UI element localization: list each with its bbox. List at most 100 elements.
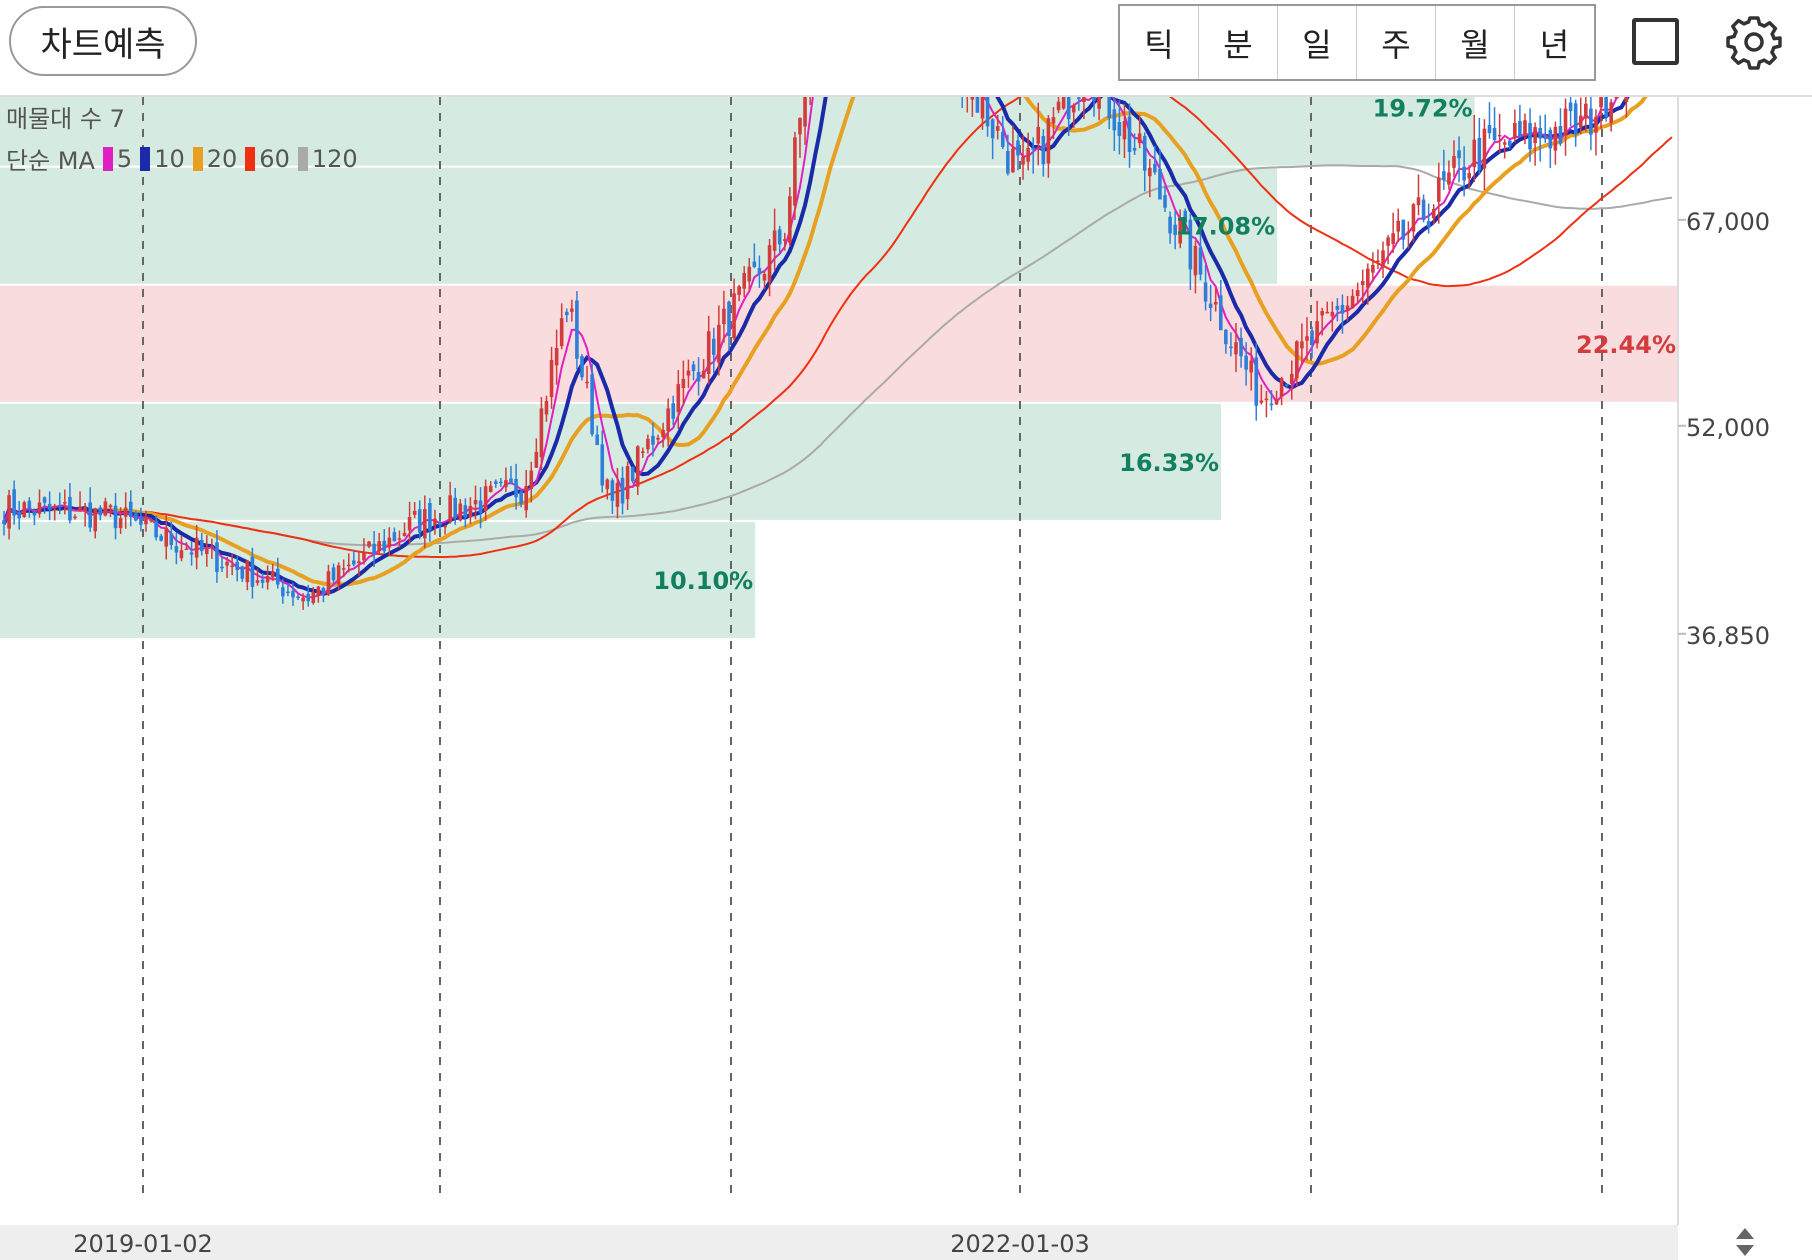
- candle-body: [1421, 199, 1426, 220]
- candle-body: [605, 479, 610, 490]
- candle-body: [1203, 282, 1208, 302]
- candle-body: [245, 560, 250, 583]
- candle-body: [12, 489, 16, 516]
- candle-body: [1320, 311, 1324, 316]
- candle-body: [554, 347, 559, 366]
- candle-body: [1457, 150, 1461, 159]
- candle-body: [1163, 195, 1167, 208]
- candle-body: [1507, 140, 1512, 146]
- y-tick-label: 52,000: [1686, 414, 1770, 442]
- candle-body: [1553, 126, 1558, 151]
- candle-body: [184, 548, 189, 551]
- candle-body: [1355, 290, 1360, 297]
- candle-body: [463, 505, 468, 518]
- candle-body: [585, 381, 589, 384]
- candle-body: [727, 301, 731, 337]
- candle-body: [752, 261, 757, 268]
- candlestick-chart[interactable]: 0.94%13.38%19.72%17.08%22.44%16.33%10.10…: [0, 97, 1812, 1260]
- candle-body: [564, 311, 569, 316]
- candle-body: [600, 444, 605, 486]
- period-year-button[interactable]: 년: [1539, 25, 1570, 64]
- candle-body: [7, 495, 11, 529]
- candle-body: [483, 486, 488, 512]
- candle-body: [346, 564, 351, 567]
- candle-body: [250, 556, 255, 587]
- volume-profile-band: [0, 167, 1278, 284]
- candle-body: [372, 543, 376, 554]
- candle-body: [1604, 97, 1608, 117]
- candle-body: [742, 273, 747, 289]
- candle-body: [1066, 97, 1071, 120]
- candle-body: [757, 268, 762, 275]
- y-tick-label: 36,850: [1686, 622, 1770, 650]
- candle-body: [139, 517, 143, 525]
- candle-body: [732, 293, 736, 339]
- candle-body: [225, 561, 229, 566]
- candle-body: [215, 542, 219, 573]
- candle-body: [798, 118, 802, 135]
- period-minute-button[interactable]: 분: [1199, 6, 1278, 79]
- candle-body: [128, 501, 133, 518]
- candle-body: [473, 499, 478, 505]
- candle-body: [1502, 142, 1507, 145]
- candle-body: [590, 374, 594, 435]
- period-day-button[interactable]: 일: [1278, 6, 1357, 79]
- candle-body: [711, 338, 716, 355]
- candle-body: [1568, 102, 1573, 112]
- candle-body: [1315, 321, 1319, 344]
- candle-body: [625, 466, 630, 500]
- candle-body: [529, 470, 534, 489]
- candle-body: [1289, 373, 1294, 384]
- chart-predict-button[interactable]: 차트예측: [9, 6, 197, 76]
- candle-body: [1497, 134, 1502, 137]
- scroll-handle-icon[interactable]: [1734, 1226, 1756, 1258]
- candle-body: [641, 451, 645, 453]
- candle-body: [509, 478, 513, 484]
- candle-body: [1244, 355, 1248, 370]
- candle-body: [717, 324, 721, 363]
- candle-body: [1624, 97, 1629, 103]
- candle-body: [83, 507, 87, 512]
- candle-body: [1193, 245, 1198, 276]
- fullscreen-icon[interactable]: [1632, 18, 1679, 65]
- candle-body: [985, 97, 990, 127]
- period-week-button[interactable]: 주: [1357, 6, 1436, 79]
- candle-body: [1295, 341, 1299, 379]
- candle-body: [134, 513, 138, 521]
- candle-body: [22, 502, 27, 518]
- volume-profile-percent-label: 19.72%: [1373, 97, 1473, 123]
- candle-body: [1056, 101, 1061, 111]
- candle-body: [1487, 124, 1492, 134]
- gear-icon[interactable]: [1726, 14, 1782, 70]
- candle-body: [438, 522, 442, 525]
- period-tick-button[interactable]: 틱: [1120, 6, 1199, 79]
- period-month-button[interactable]: 월: [1436, 6, 1515, 79]
- candle-body: [519, 491, 523, 505]
- ma60-swatch: [245, 146, 256, 171]
- candle-body: [377, 541, 381, 552]
- candle-body: [1558, 126, 1563, 144]
- candle-body: [204, 548, 209, 555]
- candle-body: [1401, 219, 1406, 240]
- ma120-swatch: [297, 146, 308, 171]
- candle-body: [1599, 97, 1603, 108]
- candle-body: [1467, 173, 1472, 179]
- candle-body: [651, 435, 655, 445]
- candle-body: [321, 587, 326, 594]
- candle-body: [88, 502, 92, 528]
- candle-body: [671, 403, 676, 419]
- candle-body: [336, 565, 341, 585]
- candle-body: [1208, 303, 1213, 309]
- candle-body: [646, 438, 650, 450]
- ma5-label: 5: [116, 144, 133, 173]
- candle-body: [443, 525, 447, 528]
- candle-body: [1614, 97, 1619, 99]
- candle-body: [68, 496, 72, 521]
- candle-body: [686, 370, 691, 376]
- candle-body: [701, 370, 706, 379]
- candle-body: [1122, 121, 1127, 140]
- candle-body: [1026, 147, 1030, 162]
- candle-body: [1011, 148, 1015, 173]
- candle-body: [1071, 105, 1076, 113]
- candle-body: [47, 503, 52, 510]
